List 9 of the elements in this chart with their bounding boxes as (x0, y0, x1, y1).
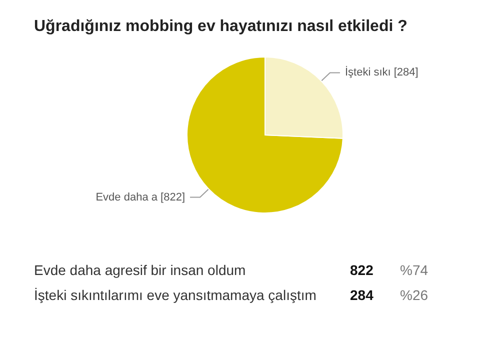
text: %74 (400, 262, 428, 278)
chart-title: Uğradığınız mobbing ev hayatınızı nasıl etkiledi ? (34, 18, 408, 36)
text: 284 (350, 287, 374, 303)
text: Evde daha agresif bir insan oldum (34, 262, 246, 278)
slice-label: Evde daha a [822] (96, 191, 186, 204)
text: 822 (350, 262, 374, 278)
slice-label: İşteki sıkı [284] (344, 66, 418, 79)
text: %26 (400, 287, 428, 303)
text: İşteki sıkıntılarımı eve yansıtmamaya çalıştım (34, 287, 316, 303)
